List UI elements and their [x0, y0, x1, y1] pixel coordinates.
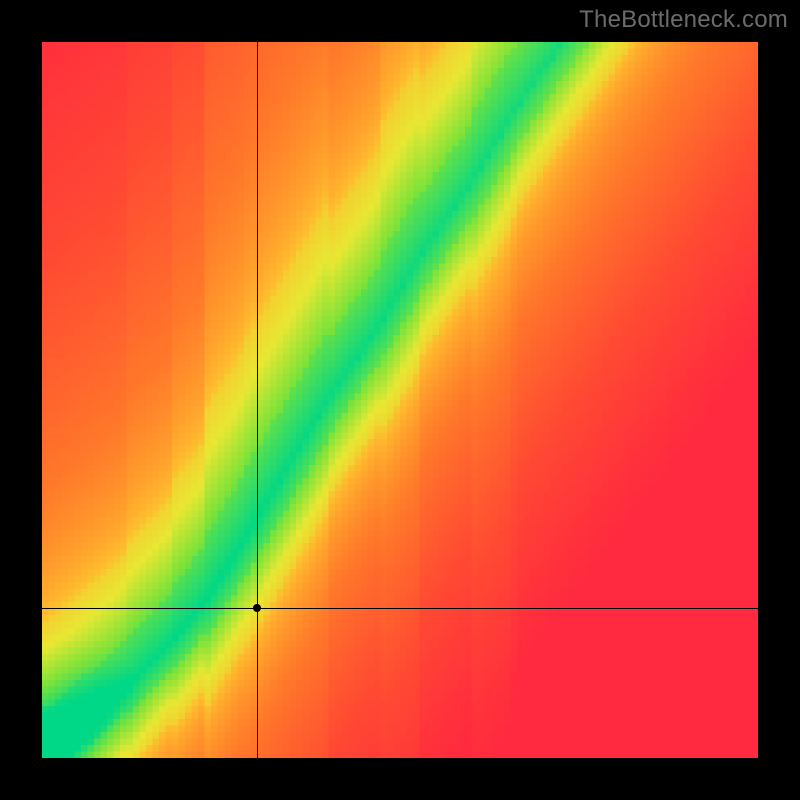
heatmap-plot [42, 42, 758, 758]
crosshair-vertical [257, 42, 258, 758]
crosshair-point [253, 604, 261, 612]
watermark-text: TheBottleneck.com [579, 6, 788, 34]
heatmap-canvas [42, 42, 758, 758]
crosshair-horizontal [42, 608, 758, 609]
